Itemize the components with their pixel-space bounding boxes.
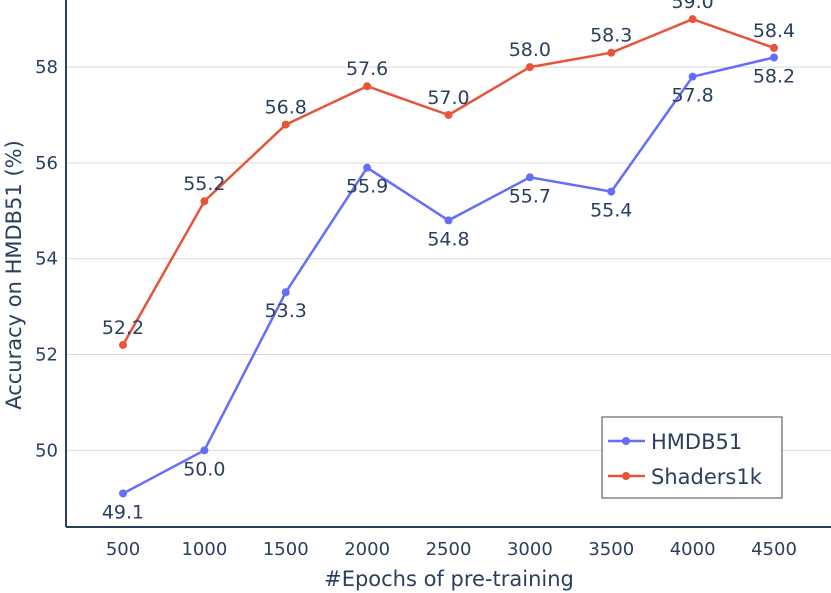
- data-label-shaders1k: 59.0: [671, 0, 713, 13]
- data-point-shaders1k: [770, 43, 778, 52]
- legend-marker-hmdb51: [622, 437, 630, 445]
- data-point-hmdb51: [607, 187, 616, 196]
- x-tick-label: 2000: [344, 539, 390, 560]
- data-label-shaders1k: 58.4: [753, 20, 795, 42]
- data-label-hmdb51: 49.1: [102, 501, 144, 523]
- x-tick-label: 3500: [588, 539, 634, 560]
- y-tick-labels: 50 52 54 56 58: [35, 57, 58, 461]
- legend: HMDB51 Shaders1k: [601, 416, 783, 499]
- data-point-shaders1k: [525, 63, 534, 72]
- data-labels: 49.1 50.0 53.3 55.9 54.8 55.7 55.4 57.8 58.2 52.2…: [102, 0, 795, 523]
- x-tick-label: 500: [106, 539, 140, 560]
- data-point-hmdb51: [770, 53, 778, 62]
- data-label-hmdb51: 58.2: [753, 65, 795, 87]
- data-point-hmdb51: [688, 72, 697, 81]
- y-tick-label: 58: [35, 57, 58, 78]
- data-label-shaders1k: 52.2: [102, 317, 144, 339]
- x-tick-label: 4000: [670, 539, 716, 560]
- data-point-hmdb51: [200, 446, 209, 455]
- data-label-shaders1k: 58.0: [509, 39, 551, 61]
- data-label-hmdb51: 54.8: [427, 228, 469, 250]
- x-axis-title: #Epochs of pre-training: [324, 567, 574, 591]
- data-label-hmdb51: 55.7: [509, 185, 551, 207]
- x-tick-label: 1500: [263, 539, 309, 560]
- x-tick-label: 4500: [751, 539, 797, 560]
- data-point-hmdb51: [444, 216, 453, 225]
- data-label-hmdb51: 55.4: [590, 200, 632, 222]
- x-tick-label: 1000: [181, 539, 227, 560]
- data-label-hmdb51: 50.0: [183, 458, 225, 480]
- data-point-shaders1k: [119, 340, 127, 349]
- data-label-hmdb51: 57.8: [671, 85, 713, 107]
- data-label-shaders1k: 57.0: [427, 87, 469, 109]
- y-tick-label: 54: [35, 249, 58, 270]
- data-point-hmdb51: [525, 173, 534, 182]
- data-point-shaders1k: [444, 110, 453, 119]
- legend-marker-shaders1k: [622, 472, 630, 480]
- legend-label-shaders1k: Shaders1k: [651, 465, 763, 489]
- x-tick-labels: 500 1000 1500 2000 2500 3000 3500 4000 4500: [106, 539, 797, 560]
- y-tick-label: 52: [35, 345, 58, 366]
- data-point-hmdb51: [363, 163, 372, 172]
- x-tick-label: 2500: [426, 539, 472, 560]
- data-label-hmdb51: 55.9: [346, 176, 388, 198]
- data-point-hmdb51: [119, 489, 127, 498]
- legend-box: [601, 416, 783, 499]
- data-label-shaders1k: 57.6: [346, 58, 388, 80]
- data-label-shaders1k: 55.2: [183, 173, 225, 195]
- y-axis-title: Accuracy on HMDB51 (%): [2, 140, 26, 410]
- legend-label-hmdb51: HMDB51: [651, 430, 742, 454]
- series-layer: [119, 15, 778, 498]
- grid-layer: [66, 66, 831, 451]
- y-tick-label: 50: [35, 440, 58, 461]
- data-point-shaders1k: [607, 48, 616, 57]
- x-tick-label: 3000: [507, 539, 553, 560]
- y-tick-label: 56: [35, 153, 58, 174]
- data-label-shaders1k: 56.8: [265, 97, 307, 119]
- data-label-hmdb51: 53.3: [265, 300, 307, 322]
- data-point-shaders1k: [281, 120, 290, 129]
- data-point-hmdb51: [281, 288, 290, 297]
- data-point-shaders1k: [200, 197, 209, 206]
- data-point-shaders1k: [688, 15, 697, 24]
- data-label-shaders1k: 58.3: [590, 25, 632, 47]
- data-point-shaders1k: [363, 82, 372, 91]
